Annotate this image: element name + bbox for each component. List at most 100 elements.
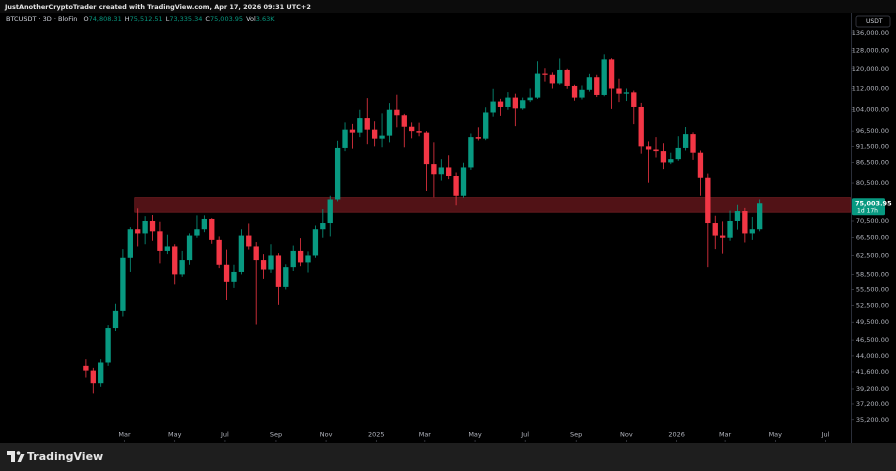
- candle-body: [571, 85, 578, 98]
- candle-body: [697, 152, 704, 178]
- candle-body: [379, 135, 385, 139]
- candle-body: [431, 164, 437, 175]
- candle-body: [409, 126, 415, 132]
- x-tick-label: May: [769, 431, 783, 439]
- candle-body: [594, 77, 600, 95]
- candle-body: [260, 260, 267, 270]
- candle-body: [497, 101, 504, 107]
- candle-body: [194, 229, 200, 236]
- y-tick-label: 96,500.00: [856, 127, 889, 135]
- candle-body: [490, 101, 496, 113]
- ohlc-value: 75,512.51: [130, 15, 163, 23]
- candle-body: [135, 229, 141, 234]
- ohlc-key: C: [205, 15, 210, 23]
- y-tick-label: 66,500.00: [856, 234, 889, 242]
- candle-body: [275, 255, 282, 287]
- candle-body: [682, 134, 689, 148]
- candle-body: [253, 246, 259, 261]
- price-axis: 136,000.00 128,000.00 120,000.00 112,000.00…: [851, 13, 892, 443]
- candle-body: [216, 239, 222, 265]
- candle-body: [668, 159, 674, 163]
- y-tick-label: 37,200.00: [856, 400, 889, 408]
- brand: TradingView: [27, 450, 103, 463]
- candle-body: [475, 137, 481, 139]
- x-tick-label: May: [468, 431, 482, 439]
- y-tick-label: 35,200.00: [856, 416, 889, 424]
- candle-body: [105, 328, 111, 363]
- candle-body: [179, 260, 185, 275]
- currency-button[interactable]: [855, 15, 891, 28]
- candle-body: [557, 69, 563, 84]
- candle-body: [690, 134, 696, 153]
- ohlc-key: O: [84, 15, 89, 23]
- candle-body: [446, 167, 452, 177]
- candle-body: [209, 218, 215, 240]
- candle-body: [520, 100, 526, 109]
- candle-body: [734, 211, 741, 221]
- symbol: BTCUSDT · 3D · BloFin: [6, 15, 77, 23]
- ohlc-value: 3.63K: [256, 15, 275, 23]
- candle-body: [112, 310, 119, 329]
- y-tick-label: 58,500.00: [856, 270, 889, 278]
- x-tick-label: Mar: [419, 431, 432, 439]
- x-tick-label: Jul: [520, 431, 529, 439]
- candle-body: [675, 147, 681, 160]
- candle-body: [364, 118, 370, 130]
- candle-body: [542, 73, 548, 75]
- x-tick-label: Mar: [118, 431, 131, 439]
- candle-body: [349, 129, 356, 133]
- candle-body: [371, 129, 378, 139]
- x-tick-label: 2025: [368, 431, 385, 439]
- x-tick-label: Nov: [620, 431, 633, 439]
- footer: [0, 443, 896, 471]
- y-tick-label: 128,000.00: [852, 46, 889, 54]
- y-tick-label: 80,500.00: [856, 179, 889, 187]
- candle-body: [157, 231, 163, 251]
- candle-body: [468, 137, 474, 168]
- x-tick-label: Jul: [821, 431, 830, 439]
- candle-body: [653, 149, 659, 152]
- y-tick-label: 52,500.00: [856, 301, 889, 309]
- currency[interactable]: USDT: [866, 18, 883, 25]
- candle-body: [268, 255, 274, 270]
- x-tick-label: Jul: [220, 431, 229, 439]
- ohlc-key: H: [125, 15, 130, 23]
- candles: [83, 54, 763, 394]
- ohlc-value: 74,808.31: [89, 15, 122, 23]
- candle-body: [660, 151, 667, 163]
- candle-body: [201, 218, 208, 230]
- candle-body: [586, 77, 593, 90]
- candle-body: [223, 264, 230, 282]
- y-tick-label: 49,500.00: [856, 318, 889, 326]
- candle-body: [246, 235, 252, 247]
- candle-body: [401, 115, 407, 127]
- candle-body: [505, 97, 511, 107]
- zone-layer: [134, 197, 852, 213]
- candle-body: [334, 147, 341, 200]
- candle-body: [534, 73, 541, 98]
- candle-body: [749, 229, 755, 234]
- resistance-zone: [134, 197, 852, 213]
- ohlc-key: L: [166, 15, 170, 23]
- ohlc-value: 73,335.34: [169, 15, 202, 23]
- x-tick-label: Nov: [320, 431, 333, 439]
- y-tick-label: 41,600.00: [856, 368, 889, 376]
- y-tick-label: 86,500.00: [856, 158, 889, 166]
- candle-body: [320, 223, 326, 230]
- candle-body: [283, 267, 289, 287]
- candle-body: [645, 146, 652, 150]
- y-tick-label: 46,500.00: [856, 336, 889, 344]
- candle-body: [638, 106, 644, 147]
- x-tick-label: May: [168, 431, 182, 439]
- candle-body: [616, 88, 622, 94]
- candle-body: [438, 167, 444, 175]
- candle-body: [357, 118, 363, 133]
- time-axis: Mar May Jul Sep Nov 2025 Mar May Jul Sep Nov 2026 Ma…: [118, 431, 830, 442]
- x-tick-label: Sep: [570, 431, 582, 439]
- logo-mark: [7, 451, 15, 462]
- candle-body: [623, 92, 630, 94]
- candle-body: [416, 131, 422, 133]
- candle-body: [742, 211, 748, 234]
- candle-body: [564, 69, 570, 86]
